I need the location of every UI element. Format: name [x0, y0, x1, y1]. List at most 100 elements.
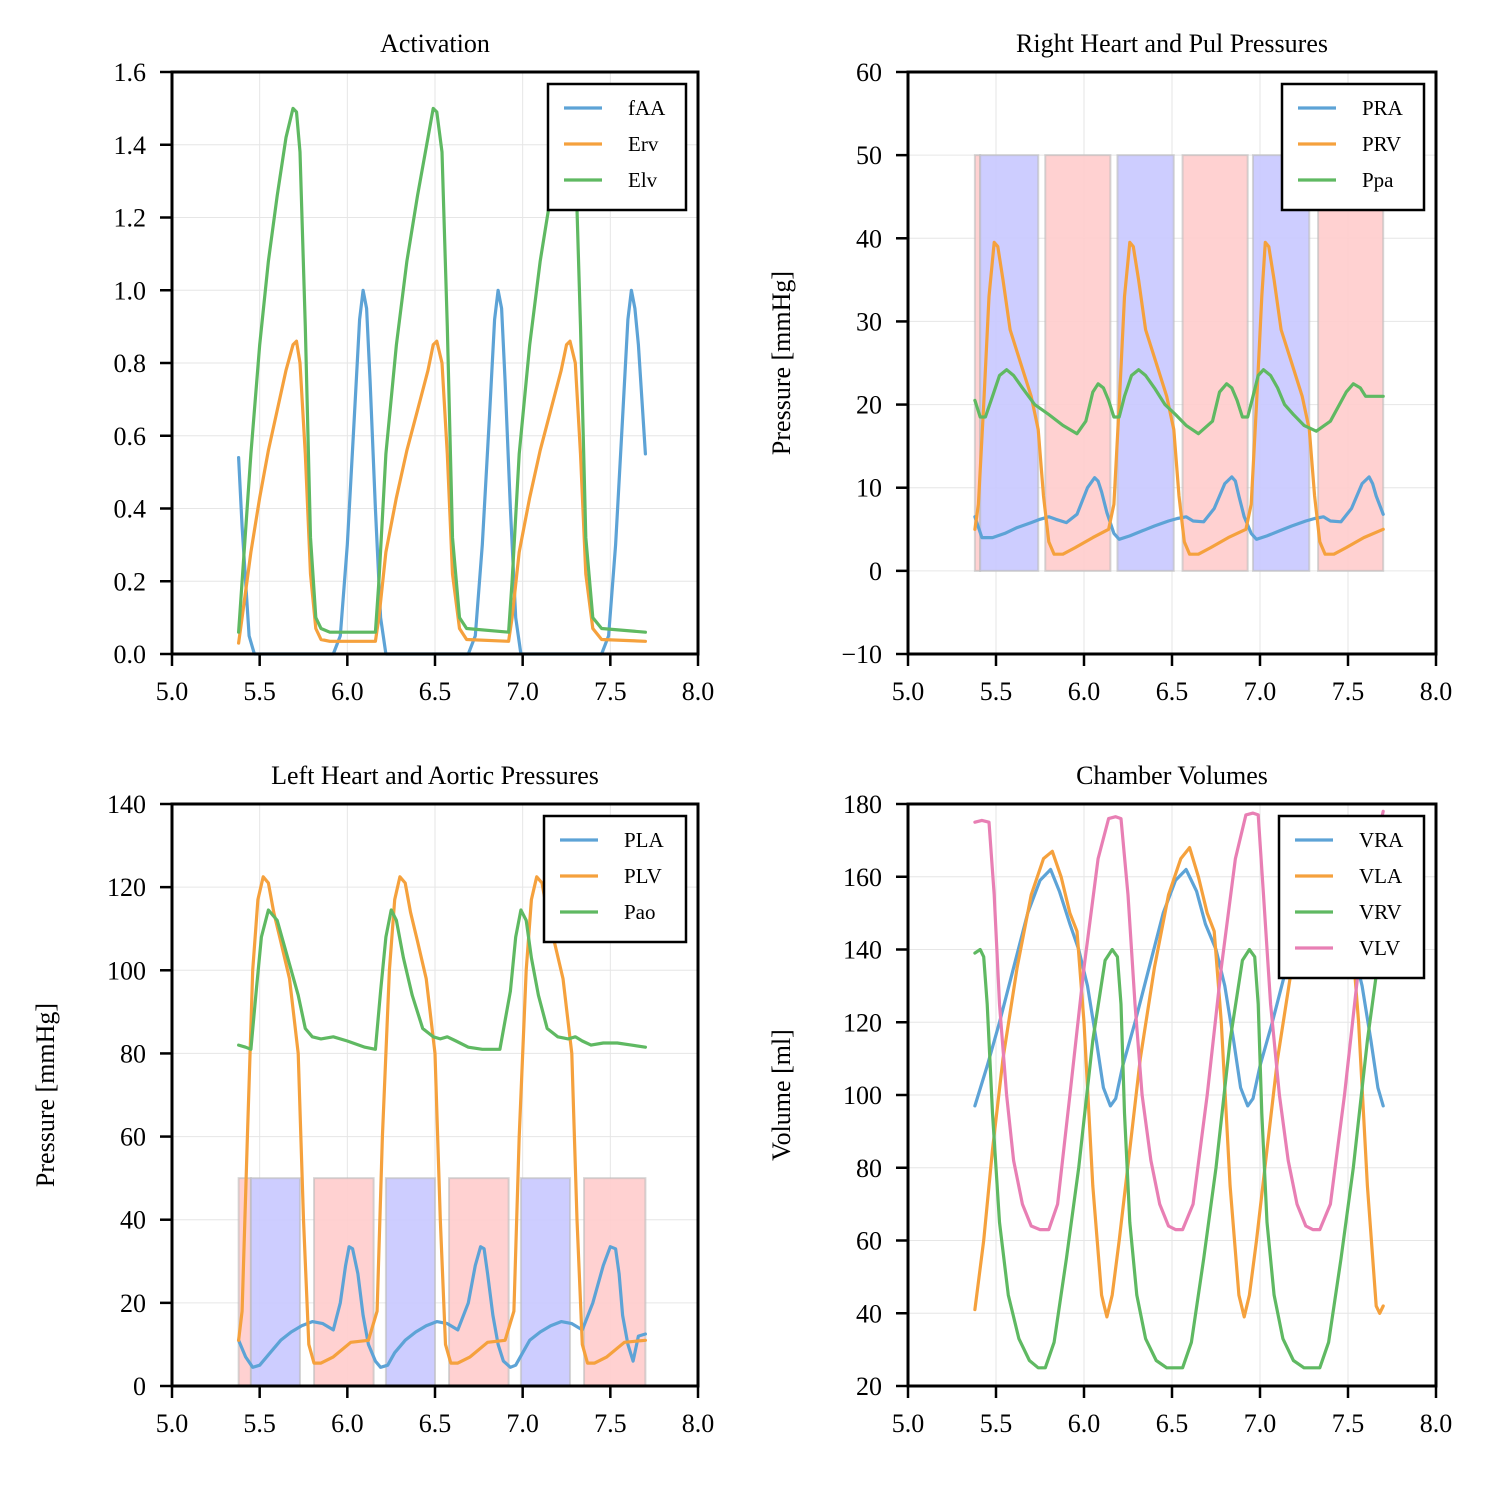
x-tick-label: 7.5 [1332, 1409, 1365, 1438]
y-tick-label: 0.4 [114, 495, 147, 524]
x-tick-label: 8.0 [1420, 1409, 1453, 1438]
x-tick-label: 8.0 [682, 677, 715, 706]
y-tick-label: 20 [856, 391, 882, 420]
series-line-pla [237, 1245, 648, 1369]
x-tick-label: 8.0 [1420, 677, 1453, 706]
legend: PLA PLV Pao [542, 814, 688, 944]
panel-title: Chamber Volumes [1076, 761, 1268, 790]
legend-label-plv: PLV [624, 864, 662, 888]
x-tick-label: 6.0 [1068, 677, 1101, 706]
x-tick-label: 6.0 [1068, 1409, 1101, 1438]
right-heart-panel: 5.0 5.5 6.0 6.5 7.0 7.5 8.0 −10 0 10 20 30 40 50 60 Rig… [767, 29, 1452, 706]
x-tick-label: 5.0 [156, 1409, 189, 1438]
x-tick-label: 7.5 [1332, 677, 1365, 706]
legend-label-pao: Pao [624, 900, 656, 924]
series-line-ppa [973, 368, 1385, 436]
legend-label-vla: VLA [1359, 864, 1403, 888]
chamber-volumes-panel: 5.0 5.5 6.0 6.5 7.0 7.5 8.0 20 40 60 80 100 120 140 16… [767, 761, 1452, 1438]
legend: VRA VLA VRV VLV [1277, 814, 1426, 980]
y-tick-label: 160 [843, 863, 882, 892]
series-line-plv [237, 875, 648, 1365]
left-heart-panel: 5.0 5.5 6.0 6.5 7.0 7.5 8.0 0 20 40 60 80 100 120 140 L… [31, 761, 714, 1438]
legend-label-erv: Erv [628, 132, 659, 156]
panel-title: Right Heart and Pul Pressures [1016, 29, 1328, 58]
y-tick-label: 0.0 [114, 640, 147, 669]
y-tick-label: 60 [856, 58, 882, 87]
y-axis-label: Volume [ml] [767, 1029, 796, 1161]
panel-title: Activation [380, 29, 490, 58]
x-tick-label: 6.0 [331, 677, 364, 706]
y-tick-label: 0.8 [114, 349, 147, 378]
legend-box [1277, 814, 1426, 980]
y-tick-label: 50 [856, 141, 882, 170]
y-tick-label: 10 [856, 474, 882, 503]
legend-label-vlv: VLV [1359, 936, 1400, 960]
series-line-pao [237, 908, 648, 1051]
y-tick-label: 80 [120, 1039, 146, 1068]
x-tick-label: 8.0 [682, 1409, 715, 1438]
panel-title: Left Heart and Aortic Pressures [271, 761, 599, 790]
y-tick-label: 1.6 [114, 58, 147, 87]
x-tick-label: 5.5 [980, 677, 1013, 706]
y-tick-label: 1.0 [114, 276, 147, 305]
y-tick-label: 100 [843, 1081, 882, 1110]
legend-label-vrv: VRV [1359, 900, 1402, 924]
x-tick-label: 6.5 [419, 1409, 452, 1438]
x-tick-label: 6.5 [1156, 677, 1189, 706]
y-tick-label: 120 [843, 1008, 882, 1037]
legend-box [1280, 82, 1426, 212]
y-tick-label: 60 [120, 1123, 146, 1152]
x-tick-label: 7.0 [506, 677, 539, 706]
y-tick-label: 20 [120, 1289, 146, 1318]
legend-label-prv: PRV [1362, 132, 1401, 156]
shaded-region [583, 1177, 647, 1387]
y-tick-label: 40 [856, 224, 882, 253]
y-tick-label: 0.2 [114, 567, 147, 596]
legend: PRA PRV Ppa [1280, 82, 1426, 212]
legend-box [546, 82, 688, 212]
y-tick-label: 60 [856, 1227, 882, 1256]
y-tick-label: 30 [856, 307, 882, 336]
x-tick-label: 7.5 [594, 1409, 627, 1438]
shaded-region [979, 154, 1040, 572]
legend-label-faa: fAA [628, 96, 666, 120]
y-tick-label: 20 [856, 1372, 882, 1401]
legend-label-pra: PRA [1362, 96, 1404, 120]
y-tick-label: 140 [107, 790, 146, 819]
x-tick-label: 5.0 [156, 677, 189, 706]
shaded-region [1044, 154, 1112, 572]
y-tick-label: 180 [843, 790, 882, 819]
x-tick-label: 5.5 [243, 677, 276, 706]
x-tick-label: 7.0 [1244, 677, 1277, 706]
x-tick-label: 5.0 [892, 1409, 925, 1438]
y-tick-label: 120 [107, 873, 146, 902]
shaded-region [1317, 154, 1385, 572]
series-line-vlv [973, 809, 1385, 1232]
x-tick-label: 6.5 [419, 677, 452, 706]
y-tick-label: 0 [869, 557, 882, 586]
x-tick-label: 7.0 [506, 1409, 539, 1438]
legend-label-pla: PLA [624, 828, 665, 852]
shaded-region [1181, 154, 1249, 572]
y-tick-label: −10 [841, 640, 882, 669]
activation-panel: 5.0 5.5 6.0 6.5 7.0 7.5 8.0 0.0 0.2 0.4 0.6 0.8 1.0 1… [114, 29, 715, 706]
shaded-region [1251, 154, 1311, 572]
x-tick-label: 7.5 [594, 677, 627, 706]
shaded-region [519, 1177, 572, 1387]
x-tick-label: 7.0 [1244, 1409, 1277, 1438]
legend-label-vra: VRA [1359, 828, 1404, 852]
y-axis-label: Pressure [mmHg] [767, 271, 796, 455]
shaded-region [249, 1177, 301, 1387]
y-tick-label: 0 [133, 1372, 146, 1401]
series-line-faa [237, 288, 648, 656]
y-tick-label: 0.6 [114, 422, 147, 451]
y-tick-label: 140 [843, 936, 882, 965]
legend-label-ppa: Ppa [1362, 168, 1394, 192]
x-tick-label: 5.5 [243, 1409, 276, 1438]
series-line-erv [237, 339, 648, 645]
y-tick-label: 80 [856, 1154, 882, 1183]
series-line-prv [973, 240, 1385, 556]
x-tick-label: 6.5 [1156, 1409, 1189, 1438]
legend-label-elv: Elv [628, 168, 658, 192]
